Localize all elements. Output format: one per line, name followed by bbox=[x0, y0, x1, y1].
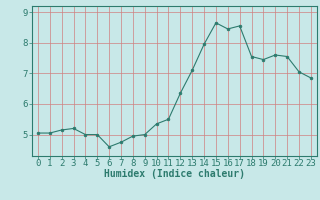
X-axis label: Humidex (Indice chaleur): Humidex (Indice chaleur) bbox=[104, 169, 245, 179]
